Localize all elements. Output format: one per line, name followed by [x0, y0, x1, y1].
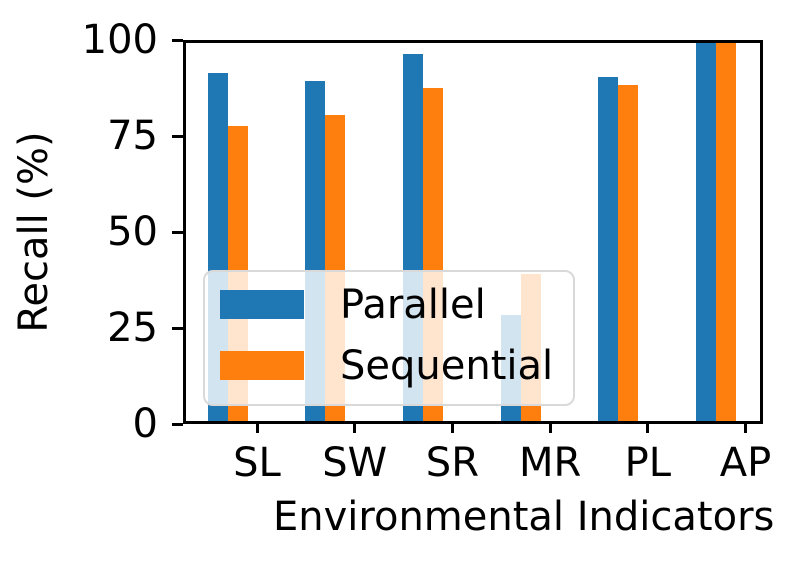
x-tick-label-AP: AP — [719, 440, 772, 486]
bar-parallel-AP — [696, 43, 716, 421]
x-tick-mark-PL — [646, 424, 650, 433]
legend-swatch-parallel — [220, 290, 304, 319]
x-tick-label-PL: PL — [624, 440, 671, 486]
y-tick-mark-50 — [172, 230, 183, 234]
y-tick-label-75: 75 — [107, 113, 158, 159]
y-tick-mark-100 — [172, 38, 183, 42]
x-tick-mark-SR — [450, 424, 454, 433]
x-tick-label-SR: SR — [425, 440, 479, 486]
x-tick-mark-SL — [255, 424, 259, 433]
y-tick-label-25: 25 — [107, 305, 158, 351]
legend-label-parallel: Parallel — [340, 282, 486, 328]
legend-label-sequential: Sequential — [340, 343, 554, 389]
y-tick-mark-0 — [172, 422, 183, 426]
legend-swatch-sequential — [220, 351, 304, 380]
x-axis-title: Environmental Indicators — [273, 494, 775, 540]
y-tick-label-100: 100 — [81, 17, 158, 63]
y-tick-label-50: 50 — [107, 209, 158, 255]
legend: Parallel Sequential — [203, 270, 575, 406]
y-tick-mark-75 — [172, 134, 183, 138]
y-axis-title: Recall (%) — [11, 131, 57, 333]
x-tick-mark-MR — [548, 424, 552, 433]
bar-parallel-PL — [598, 77, 619, 421]
bar-sequential-AP — [716, 43, 736, 421]
x-tick-label-SL: SL — [233, 440, 281, 486]
bar-sequential-PL — [618, 84, 639, 421]
x-tick-label-MR: MR — [518, 440, 582, 486]
y-tick-label-0: 0 — [132, 401, 158, 447]
x-tick-mark-AP — [744, 424, 747, 433]
x-tick-mark-SW — [353, 424, 357, 433]
x-tick-label-SW: SW — [322, 440, 388, 486]
y-tick-mark-25 — [172, 326, 183, 330]
